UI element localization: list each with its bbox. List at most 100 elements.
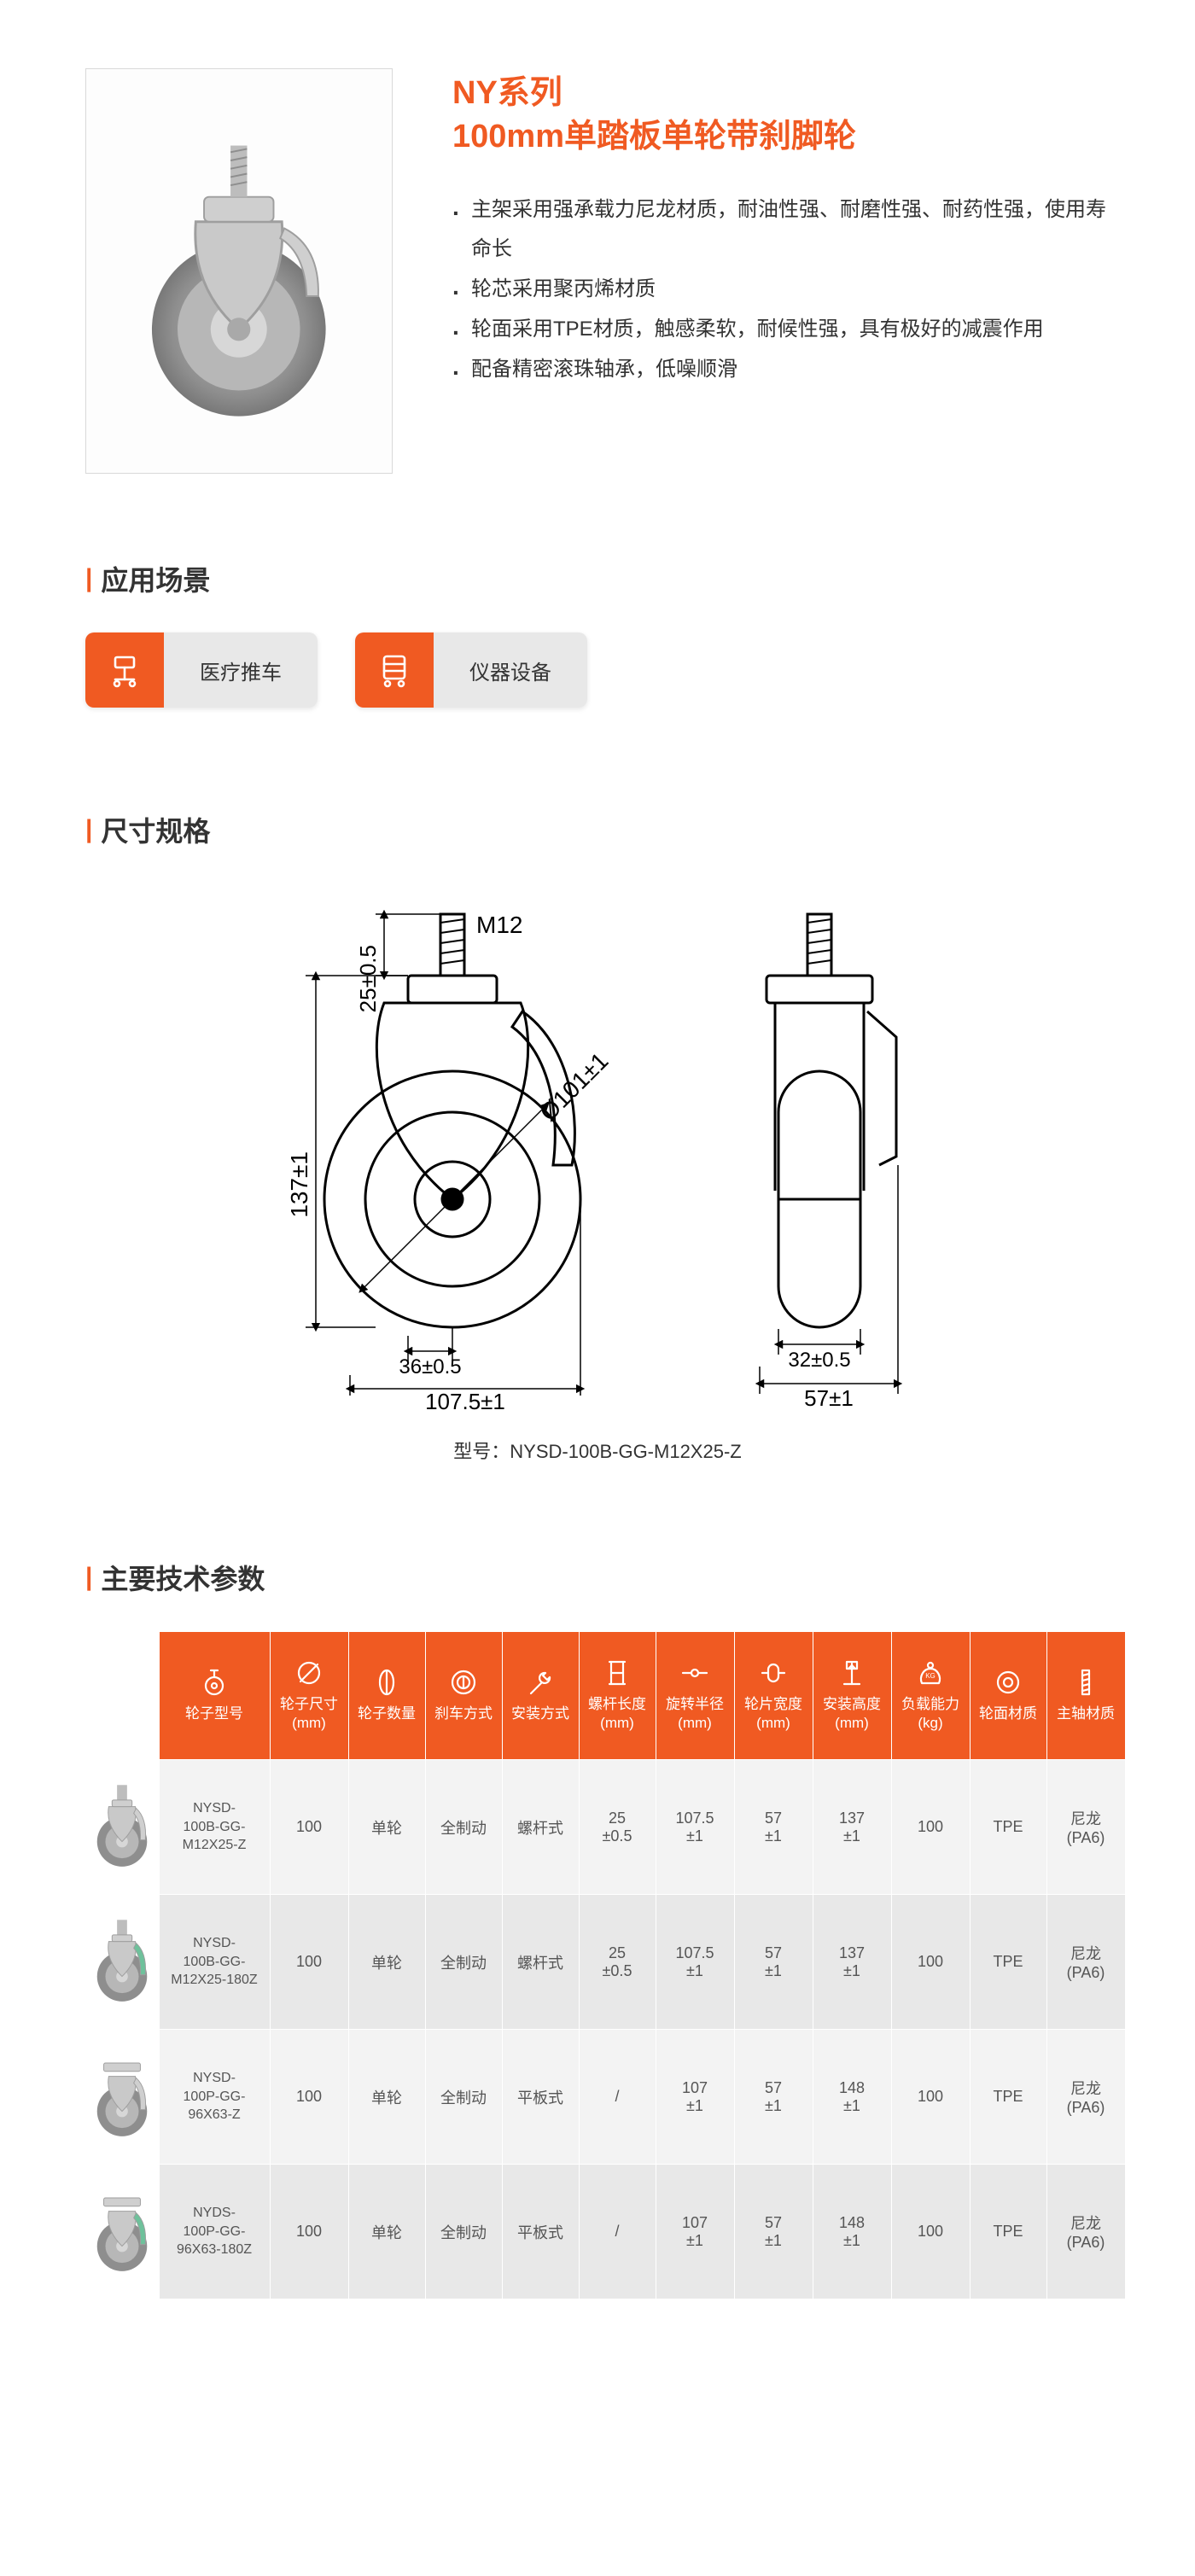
cell-mount: 螺杆式 bbox=[502, 1760, 579, 1895]
th-label: 旋转半径 (mm) bbox=[666, 1695, 724, 1732]
cell-radius: 107±1 bbox=[656, 2165, 734, 2299]
section-dimensions: | 尺寸规格 bbox=[85, 810, 1110, 849]
cell-qty: 单轮 bbox=[348, 1760, 425, 1895]
cell-mount: 螺杆式 bbox=[502, 1895, 579, 2030]
bullet-list: 主架采用强承载力尼龙材质，耐油性强、耐磨性强、耐药性强，使用寿命长 轮芯采用聚丙… bbox=[452, 190, 1110, 390]
cell-height: 148±1 bbox=[813, 2165, 891, 2299]
th-label: 安装方式 bbox=[511, 1705, 569, 1722]
th-model: 轮子型号 bbox=[159, 1632, 270, 1760]
cell-width: 57±1 bbox=[734, 1760, 813, 1895]
dim-overall-h: 137±1 bbox=[286, 1151, 312, 1218]
th-width: 轮片宽度 (mm) bbox=[734, 1632, 813, 1760]
bar-icon: | bbox=[85, 815, 92, 844]
th-label: 轮子尺寸 (mm) bbox=[280, 1695, 338, 1732]
cell-model: NYSD-100B-GG-M12X25-Z bbox=[159, 1760, 270, 1895]
cell-load: 100 bbox=[891, 2165, 970, 2299]
row-thumb bbox=[85, 1760, 159, 1895]
bullet-item: 主架采用强承载力尼龙材质，耐油性强、耐磨性强、耐药性强，使用寿命长 bbox=[452, 190, 1110, 271]
cell-size: 100 bbox=[270, 2165, 348, 2299]
th-label: 螺杆长度 (mm) bbox=[588, 1695, 646, 1732]
shaft-icon bbox=[1076, 1669, 1096, 1696]
cell-height: 148±1 bbox=[813, 2030, 891, 2165]
row-thumb bbox=[85, 2030, 159, 2165]
cell-width: 57±1 bbox=[734, 2030, 813, 2165]
cell-load: 100 bbox=[891, 1895, 970, 2030]
th-label: 轮子型号 bbox=[185, 1705, 243, 1722]
cell-radius: 107±1 bbox=[656, 2030, 734, 2165]
cell-brake: 全制动 bbox=[425, 1895, 502, 2030]
cell-stem: 25±0.5 bbox=[579, 1760, 656, 1895]
th-label: 安装高度 (mm) bbox=[823, 1695, 881, 1732]
th-label: 负载能力 (kg) bbox=[901, 1695, 959, 1732]
wrench-icon bbox=[526, 1669, 555, 1696]
radius-icon bbox=[680, 1659, 709, 1687]
series-line: NY系列 bbox=[452, 75, 563, 111]
ring-icon bbox=[994, 1669, 1022, 1696]
cell-size: 100 bbox=[270, 2030, 348, 2165]
dim-wheel-w: 32±0.5 bbox=[788, 1349, 850, 1372]
th-load: KG 负载能力 (kg) bbox=[891, 1632, 970, 1760]
cell-brake: 全制动 bbox=[425, 2165, 502, 2299]
cell-height: 137±1 bbox=[813, 1760, 891, 1895]
stem-icon bbox=[604, 1659, 630, 1687]
cell-shaft: 尼龙(PA6) bbox=[1046, 2030, 1125, 2165]
cell-shaft: 尼龙(PA6) bbox=[1046, 2165, 1125, 2299]
table-row: NYSD-100P-GG-96X63-Z100单轮全制动平板式/107±157±… bbox=[85, 2030, 1125, 2165]
cell-model: NYDS-100P-GG-96X63-180Z bbox=[159, 2165, 270, 2299]
name-line: 100mm单踏板单轮带刹脚轮 bbox=[452, 119, 856, 154]
cart-icon bbox=[85, 632, 164, 708]
cell-width: 57±1 bbox=[734, 2165, 813, 2299]
table-row: NYDS-100P-GG-96X63-180Z100单轮全制动平板式/107±1… bbox=[85, 2165, 1125, 2299]
table-row: NYSD-100B-GG-M12X25-180Z100单轮全制动螺杆式25±0.… bbox=[85, 1895, 1125, 2030]
dim-offset: 36±0.5 bbox=[399, 1355, 461, 1378]
bullet-item: 配备精密滚珠轴承，低噪顺滑 bbox=[452, 350, 1110, 390]
dim-thread: M12 bbox=[476, 912, 522, 938]
section-label: 应用场景 bbox=[101, 559, 210, 598]
cell-mount: 平板式 bbox=[502, 2165, 579, 2299]
spec-table: 轮子型号 轮子尺寸 (mm) 轮子数量 刹车方式 安装方式 螺杆长度 (mm) bbox=[85, 1631, 1126, 2299]
cell-size: 100 bbox=[270, 1760, 348, 1895]
bar-icon: | bbox=[85, 564, 92, 593]
cell-width: 57±1 bbox=[734, 1895, 813, 2030]
th-radius: 旋转半径 (mm) bbox=[656, 1632, 734, 1760]
bullet-item: 轮芯采用聚丙烯材质 bbox=[452, 270, 1110, 310]
load-icon: KG bbox=[917, 1659, 944, 1687]
cell-shaft: 尼龙(PA6) bbox=[1046, 1760, 1125, 1895]
cell-qty: 单轮 bbox=[348, 2030, 425, 2165]
svg-text:KG: KG bbox=[925, 1672, 936, 1680]
cell-tread: TPE bbox=[970, 2165, 1046, 2299]
chip-label: 仪器设备 bbox=[434, 632, 587, 708]
caption-model: NYSD-100B-GG-M12X25-Z bbox=[510, 1441, 741, 1462]
product-photo bbox=[85, 68, 393, 474]
cell-model: NYSD-100P-GG-96X63-Z bbox=[159, 2030, 270, 2165]
th-qty: 轮子数量 bbox=[348, 1632, 425, 1760]
dim-stem-len: 25±0.5 bbox=[355, 945, 381, 1012]
dimension-drawing: 25±0.5 M12 137±1 Ø101±1 36±0.5 bbox=[85, 883, 1110, 1413]
th-label: 轮片宽度 (mm) bbox=[744, 1695, 802, 1732]
cell-model: NYSD-100B-GG-M12X25-180Z bbox=[159, 1895, 270, 2030]
dim-swivel-r: 107.5±1 bbox=[425, 1389, 505, 1413]
brake-icon bbox=[449, 1669, 478, 1696]
th-tread: 轮面材质 bbox=[970, 1632, 1046, 1760]
equip-icon bbox=[355, 632, 434, 708]
cell-load: 100 bbox=[891, 2030, 970, 2165]
application-chip: 仪器设备 bbox=[355, 632, 587, 708]
count-icon bbox=[374, 1669, 399, 1696]
th-label: 刹车方式 bbox=[434, 1705, 493, 1722]
cell-stem: / bbox=[579, 2030, 656, 2165]
model-caption: 型号：NYSD-100B-GG-M12X25-Z bbox=[85, 1437, 1110, 1464]
width-icon bbox=[759, 1659, 788, 1687]
product-title: NY系列 100mm单踏板单轮带刹脚轮 bbox=[452, 72, 1110, 160]
section-specs: | 主要技术参数 bbox=[85, 1558, 1110, 1597]
cell-tread: TPE bbox=[970, 1760, 1046, 1895]
th-shaft: 主轴材质 bbox=[1046, 1632, 1125, 1760]
dim-side-w: 57±1 bbox=[804, 1385, 854, 1411]
bullet-item: 轮面采用TPE材质，触感柔软，耐候性强，具有极好的减震作用 bbox=[452, 310, 1110, 350]
th-brake: 刹车方式 bbox=[425, 1632, 502, 1760]
row-thumb bbox=[85, 2165, 159, 2299]
cell-radius: 107.5±1 bbox=[656, 1895, 734, 2030]
cell-load: 100 bbox=[891, 1760, 970, 1895]
cell-height: 137±1 bbox=[813, 1895, 891, 2030]
cell-stem: / bbox=[579, 2165, 656, 2299]
th-label: 轮子数量 bbox=[358, 1705, 416, 1722]
